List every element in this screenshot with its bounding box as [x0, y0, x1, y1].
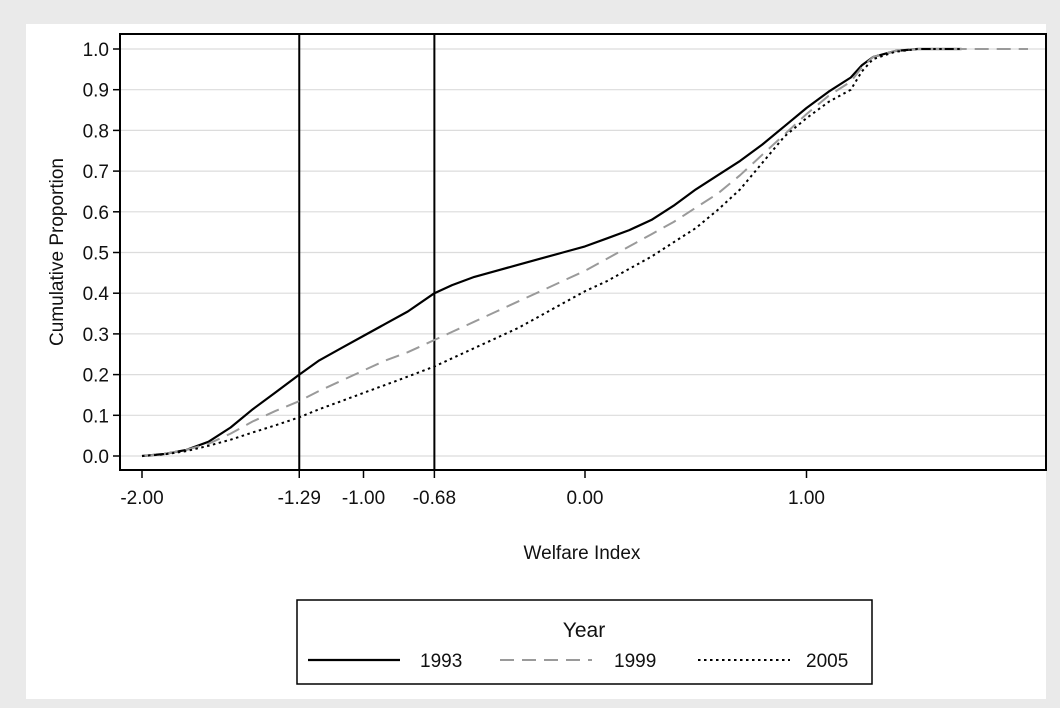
reference-lines — [298, 34, 436, 470]
grid-layer — [120, 48, 1046, 457]
y-tick-label: 1.0 — [83, 40, 109, 61]
y-tick-label: 0.1 — [83, 406, 109, 427]
legend-label-1993: 1993 — [420, 651, 462, 672]
x-tick-label: 1.00 — [788, 488, 825, 509]
y-tick-label: 0.3 — [83, 325, 109, 346]
legend-box — [296, 599, 873, 685]
x-tick-label: 0.00 — [567, 488, 604, 509]
x-tick-label: -2.00 — [120, 488, 163, 509]
y-axis-title: Cumulative Proportion — [47, 158, 68, 346]
series-line-1993 — [141, 47, 962, 458]
legend-label-2005: 2005 — [806, 651, 848, 672]
x-tick-label: -1.29 — [278, 488, 321, 509]
legend-label-1999: 1999 — [614, 651, 656, 672]
y-tick-label: 0.7 — [83, 162, 109, 183]
legend-title: Year — [563, 619, 605, 642]
x-axis: -2.00 -1.29 -1.00 -0.68 0.00 1.00 — [120, 470, 825, 509]
x-tick-label: -0.68 — [413, 488, 456, 509]
y-tick-label: 0.4 — [83, 284, 110, 305]
legend-items: 1993 1999 2005 — [308, 651, 848, 672]
y-tick-label: 0.6 — [83, 203, 109, 224]
figure-background — [26, 24, 1046, 699]
series-line-2005 — [141, 48, 962, 457]
y-tick-label: 0.0 — [83, 447, 109, 468]
y-tick-label: 0.2 — [83, 366, 109, 387]
y-tick-label: 0.8 — [83, 121, 109, 142]
y-tick-label: 0.5 — [83, 244, 109, 265]
x-tick-label: -1.00 — [342, 488, 385, 509]
y-axis: 0.0 0.1 0.2 0.3 0.4 0.5 0.6 0.7 0.8 0.9 1.0 — [83, 40, 120, 468]
series-layer — [141, 47, 1028, 458]
y-tick-label: 0.9 — [83, 81, 109, 102]
series-line-1999 — [141, 48, 1028, 457]
x-axis-title: Welfare Index — [524, 543, 641, 564]
legend: Year 1993 1999 2005 — [296, 599, 873, 685]
